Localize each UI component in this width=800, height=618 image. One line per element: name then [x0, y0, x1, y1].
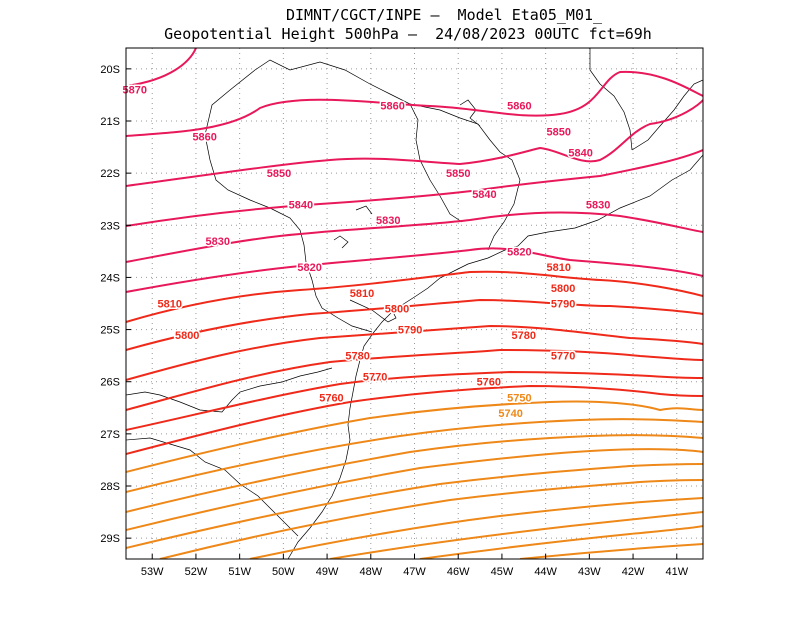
contour-label: 5850 [446, 168, 470, 180]
contour-label: 5790 [398, 325, 422, 337]
contour-label: 5840 [568, 147, 592, 159]
lon-tick-label: 51W [228, 566, 251, 578]
contour-label: 5820 [507, 246, 531, 258]
chart-title-line2: Geopotential Height 500hPa – 24/08/2023 … [164, 25, 652, 43]
contour-line [126, 400, 703, 473]
contour-line [159, 479, 703, 559]
coast-line [126, 367, 333, 413]
contour-label: 5840 [472, 189, 496, 201]
contour-label: 5860 [192, 132, 216, 144]
contour-label: 5830 [206, 236, 230, 248]
contour-line [126, 418, 703, 493]
contour-label: 5810 [157, 299, 181, 311]
axis-ticks: 20S 21S 22S 23S 24S 25S 26S 27S 28S 29S 53W 52W 51W 5… [100, 64, 688, 578]
coast-line [349, 299, 397, 323]
contour-line [126, 48, 197, 87]
contour-line [126, 463, 703, 549]
contour-label: 5840 [289, 199, 313, 211]
lon-tick-label: 47W [403, 566, 426, 578]
lat-tick-label: 29S [100, 533, 120, 545]
contour-label: 5770 [551, 351, 575, 363]
contour-label: 5760 [319, 392, 343, 404]
lon-tick-label: 43W [578, 566, 601, 578]
contour-line [329, 511, 703, 559]
lon-tick-label: 49W [316, 566, 339, 578]
coast-line [589, 48, 633, 151]
contour-label: 5810 [547, 262, 571, 274]
contour-label: 5750 [507, 392, 531, 404]
contour-label: 5870 [123, 85, 147, 97]
lon-tick-label: 46W [447, 566, 470, 578]
lon-tick-label: 44W [534, 566, 557, 578]
coast-line [459, 99, 481, 127]
contour-line [126, 348, 703, 411]
graticule [126, 48, 703, 559]
lon-tick-label: 50W [272, 566, 295, 578]
coast-line [355, 205, 373, 215]
contour-line [126, 434, 703, 513]
coast-line [333, 235, 349, 249]
chart-title-line1: DIMNT/CGCT/INPE – Model Eta05_M01_ [285, 6, 603, 24]
contour-line [249, 497, 703, 559]
contour-line [126, 448, 703, 531]
contour-label: 5830 [586, 199, 610, 211]
contour-line [126, 247, 703, 293]
contour-label: 5860 [380, 100, 404, 112]
lat-tick-label: 20S [100, 64, 120, 76]
contour-line [126, 324, 703, 381]
lon-tick-label: 41W [665, 566, 688, 578]
lon-tick-label: 52W [185, 566, 208, 578]
lat-tick-label: 24S [100, 272, 120, 284]
lat-tick-label: 23S [100, 220, 120, 232]
coast-line [204, 59, 463, 223]
lat-tick-label: 21S [100, 116, 120, 128]
contour-line [126, 384, 703, 455]
contour-label: 5850 [547, 126, 571, 138]
contour-line [126, 99, 703, 187]
lat-tick-label: 22S [100, 168, 120, 180]
height-contours [126, 48, 703, 559]
contour-label: 5860 [507, 100, 531, 112]
contour-label: 5800 [551, 283, 575, 295]
coast-line [126, 437, 299, 537]
contour-label: 5800 [175, 330, 199, 342]
contour-label: 5850 [267, 168, 291, 180]
lat-tick-label: 28S [100, 481, 120, 493]
contour-line [126, 70, 703, 137]
contour-line [519, 543, 703, 559]
contour-label: 5780 [512, 330, 536, 342]
coast-line [631, 79, 703, 151]
lon-tick-label: 45W [491, 566, 514, 578]
contour-line [126, 149, 703, 227]
contour-label: 5830 [376, 215, 400, 227]
lat-tick-label: 27S [100, 429, 120, 441]
contour-label: 5740 [498, 408, 522, 420]
lon-tick-label: 53W [141, 566, 164, 578]
lat-tick-label: 26S [100, 377, 120, 389]
contour-line [126, 211, 703, 263]
contour-label: 5770 [363, 372, 387, 384]
lon-tick-label: 42W [622, 566, 645, 578]
contour-line [126, 270, 703, 323]
contour-line [126, 370, 703, 431]
contour-label: 5810 [350, 288, 374, 300]
contour-label: 5790 [551, 299, 575, 311]
contour-line [126, 298, 703, 351]
coast-line [287, 154, 703, 559]
contour-label: 5780 [345, 351, 369, 363]
lat-tick-label: 25S [100, 325, 120, 337]
lon-tick-label: 48W [359, 566, 382, 578]
contour-label: 5760 [477, 377, 501, 389]
contour-label: 5820 [297, 262, 321, 274]
contour-line [419, 525, 703, 559]
contour-label: 5800 [385, 304, 409, 316]
